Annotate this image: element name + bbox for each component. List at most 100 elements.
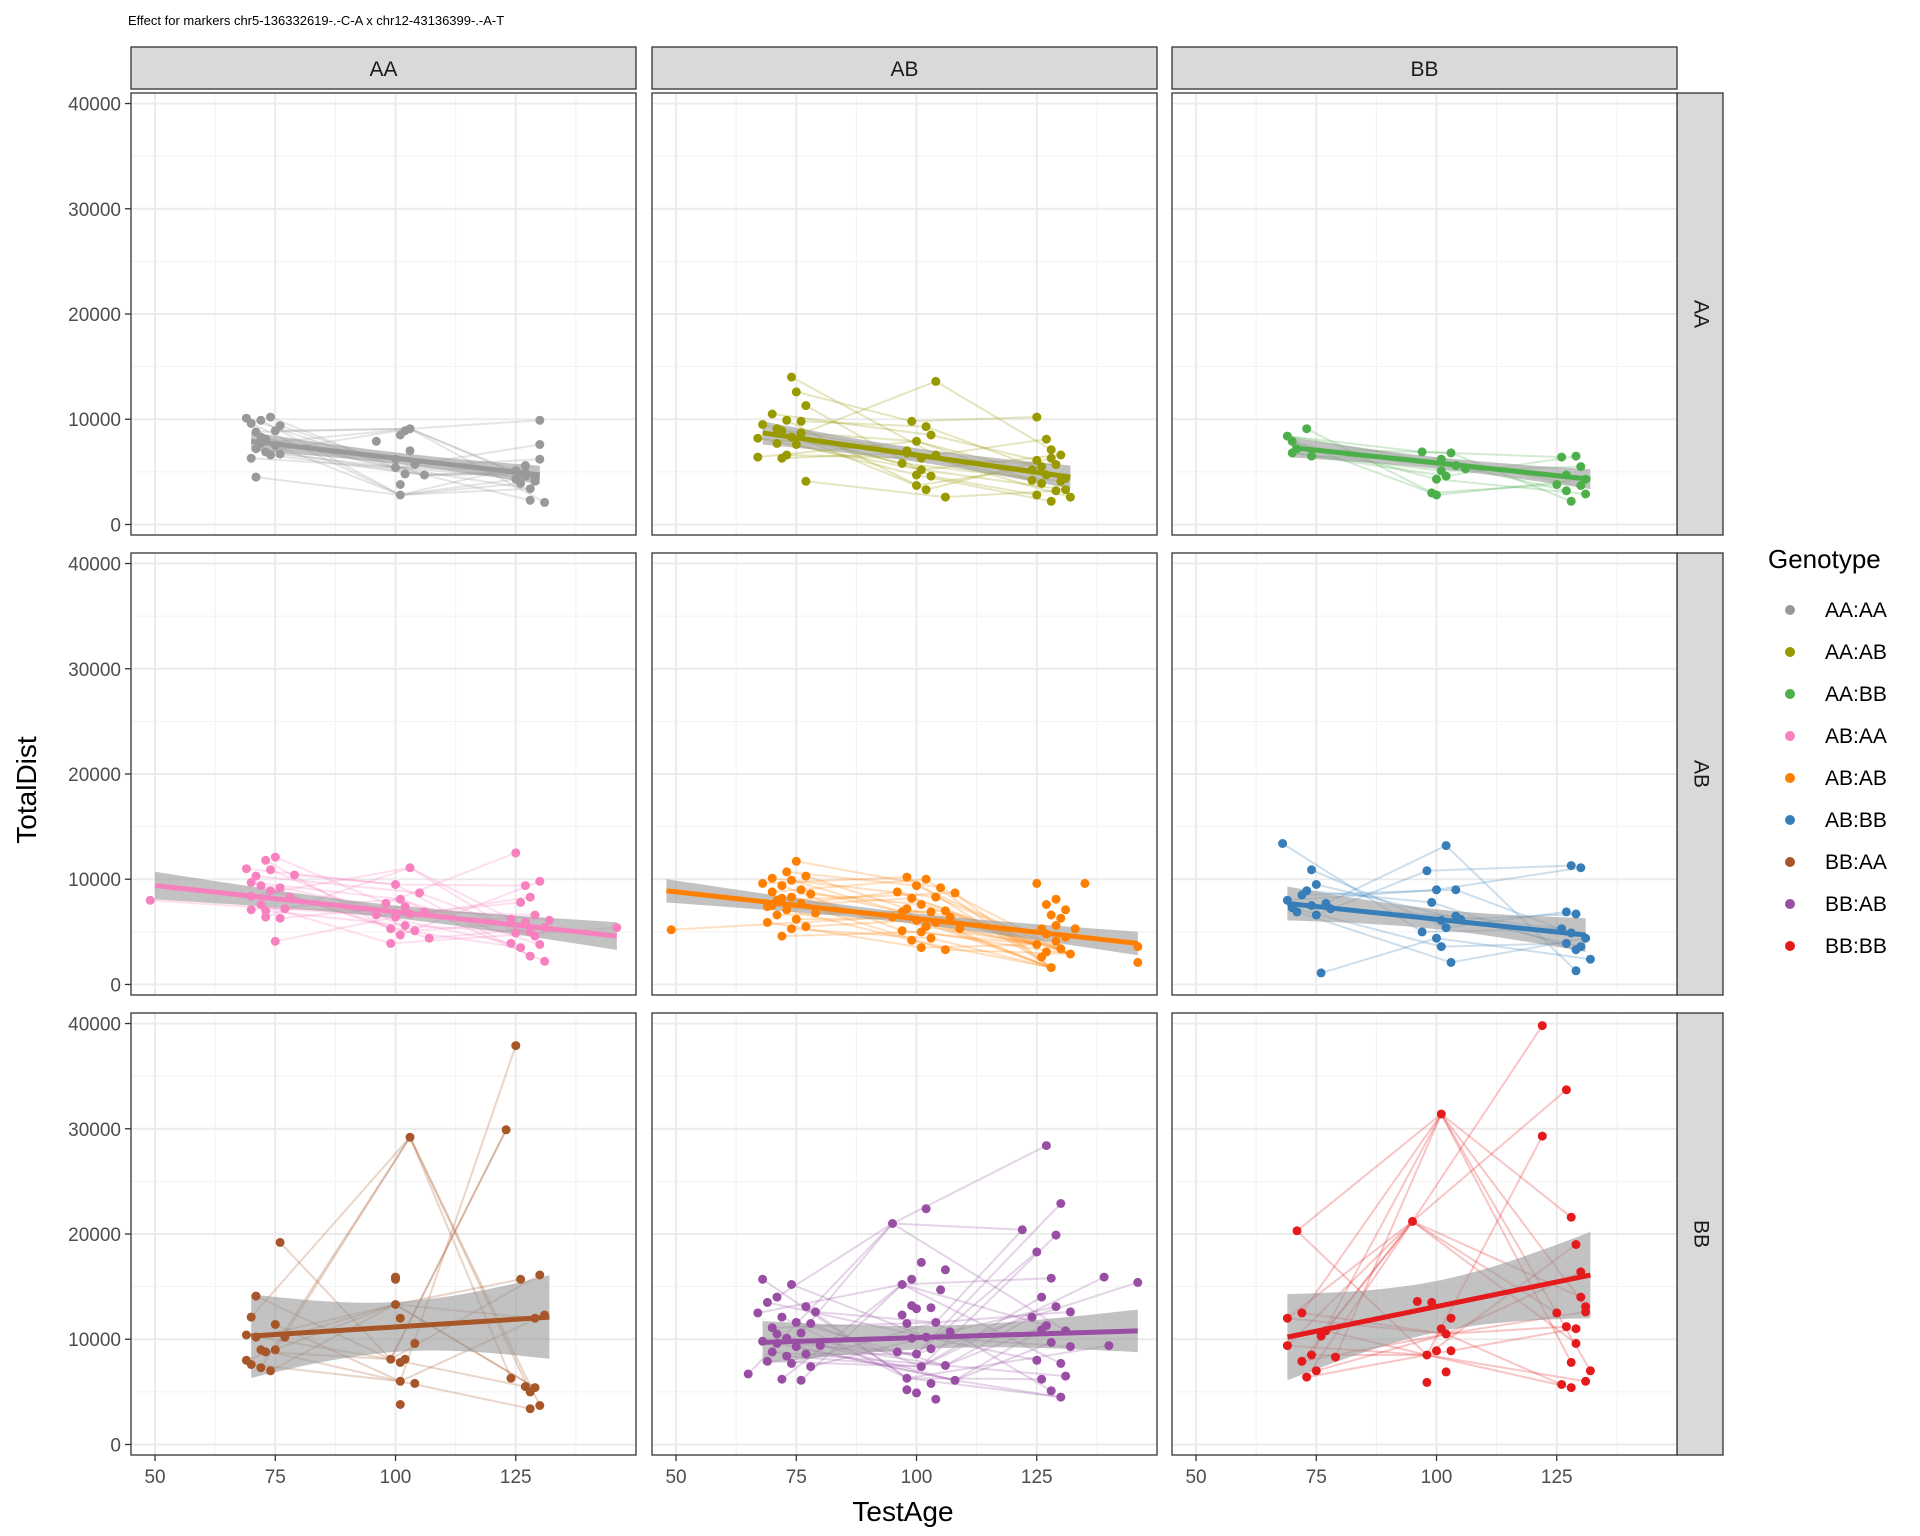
legend: AA:AA AA:AB AA:BB AB:AA AB:AB AB:BB BB:AA BB:AB…: [1785, 599, 1887, 958]
data-point: [535, 440, 545, 449]
data-point: [251, 871, 261, 881]
data-point: [801, 476, 811, 486]
data-point: [400, 469, 410, 479]
x-tick-label: 75: [1306, 1467, 1327, 1488]
data-point: [897, 458, 907, 468]
row-strip: [1676, 92, 1724, 536]
data-point: [767, 873, 777, 883]
data-point: [782, 415, 792, 425]
data-point: [791, 440, 801, 449]
data-point: [1046, 1337, 1056, 1347]
data-point: [540, 497, 550, 507]
data-point: [525, 892, 535, 902]
data-point: [516, 478, 526, 488]
data-point: [791, 387, 801, 397]
data-point: [931, 1317, 941, 1327]
data-point: [1056, 1199, 1066, 1208]
legend-key: [1785, 899, 1795, 909]
panel-border: [651, 92, 1158, 536]
data-point: [1051, 894, 1061, 904]
data-point: [506, 938, 516, 948]
data-point: [950, 888, 960, 898]
facet-panel: [130, 92, 637, 536]
data-point: [400, 921, 410, 930]
data-point: [1051, 921, 1061, 930]
y-tick-label: 30000: [68, 660, 121, 681]
data-point: [762, 1297, 772, 1307]
data-point: [1302, 886, 1312, 896]
data-point: [916, 927, 926, 937]
data-point: [1282, 1341, 1292, 1351]
data-point: [931, 376, 941, 386]
data-point: [1051, 486, 1061, 496]
trend-line: [250, 438, 541, 478]
data-point: [251, 1291, 261, 1301]
legend-title: Genotype: [1768, 544, 1881, 574]
legend-key: [1785, 815, 1795, 825]
data-point: [1432, 474, 1441, 484]
data-point: [777, 893, 787, 903]
data-point: [1056, 913, 1066, 923]
data-point: [395, 480, 405, 489]
data-point: [1065, 1342, 1075, 1352]
data-point: [1032, 455, 1042, 465]
panel-border: [1171, 92, 1678, 536]
data-point: [256, 900, 266, 909]
x-tick-label: 50: [144, 1467, 165, 1488]
data-point: [1571, 909, 1581, 919]
data-point: [506, 914, 516, 924]
data-point: [395, 430, 405, 440]
data-point: [1561, 938, 1571, 948]
data-point: [1032, 412, 1042, 422]
legend-key: [1785, 605, 1795, 615]
y-tick-label: 0: [110, 1435, 121, 1456]
row-strip-label: AB: [1689, 760, 1712, 788]
data-point: [1571, 1240, 1581, 1249]
data-point: [535, 1270, 545, 1280]
data-point: [410, 1338, 420, 1348]
data-point: [1537, 1021, 1547, 1031]
data-point: [241, 864, 251, 874]
data-point: [1566, 1383, 1576, 1393]
data-point: [1041, 900, 1051, 909]
data-point: [1099, 1272, 1109, 1282]
data-point: [1017, 1225, 1027, 1235]
data-point: [902, 1385, 912, 1395]
data-point: [777, 1312, 787, 1322]
x-tick-label: 50: [1185, 1467, 1206, 1488]
data-point: [777, 453, 787, 463]
data-point: [772, 1292, 782, 1302]
x-tick-label: 75: [265, 1467, 286, 1488]
data-point: [386, 938, 396, 948]
data-point: [1070, 924, 1080, 934]
data-point: [246, 1360, 256, 1369]
data-point: [926, 471, 936, 481]
data-point: [1566, 1212, 1576, 1222]
data-point: [1307, 1350, 1316, 1360]
data-point: [897, 907, 907, 917]
data-point: [395, 490, 405, 500]
data-point: [777, 1374, 787, 1384]
data-point: [777, 931, 787, 941]
x-tick-label: 100: [1421, 1467, 1453, 1488]
facet-panel: [651, 552, 1158, 996]
data-point: [743, 1369, 753, 1379]
data-point: [940, 906, 950, 916]
data-point: [777, 881, 787, 891]
legend-key: [1785, 689, 1795, 699]
y-axis-title: TotalDist: [11, 736, 42, 844]
data-point: [666, 925, 676, 935]
data-point: [246, 905, 256, 915]
data-point: [916, 465, 926, 475]
data-point: [381, 898, 391, 908]
data-point: [520, 881, 530, 891]
legend-label: BB:AB: [1825, 893, 1887, 916]
data-point: [940, 1361, 950, 1370]
data-point: [1581, 1376, 1591, 1386]
data-point: [391, 912, 400, 922]
data-point: [1446, 1346, 1456, 1356]
col-strip-label: AB: [890, 58, 918, 81]
data-point: [1427, 897, 1437, 907]
legend-label: AB:AB: [1825, 767, 1887, 790]
